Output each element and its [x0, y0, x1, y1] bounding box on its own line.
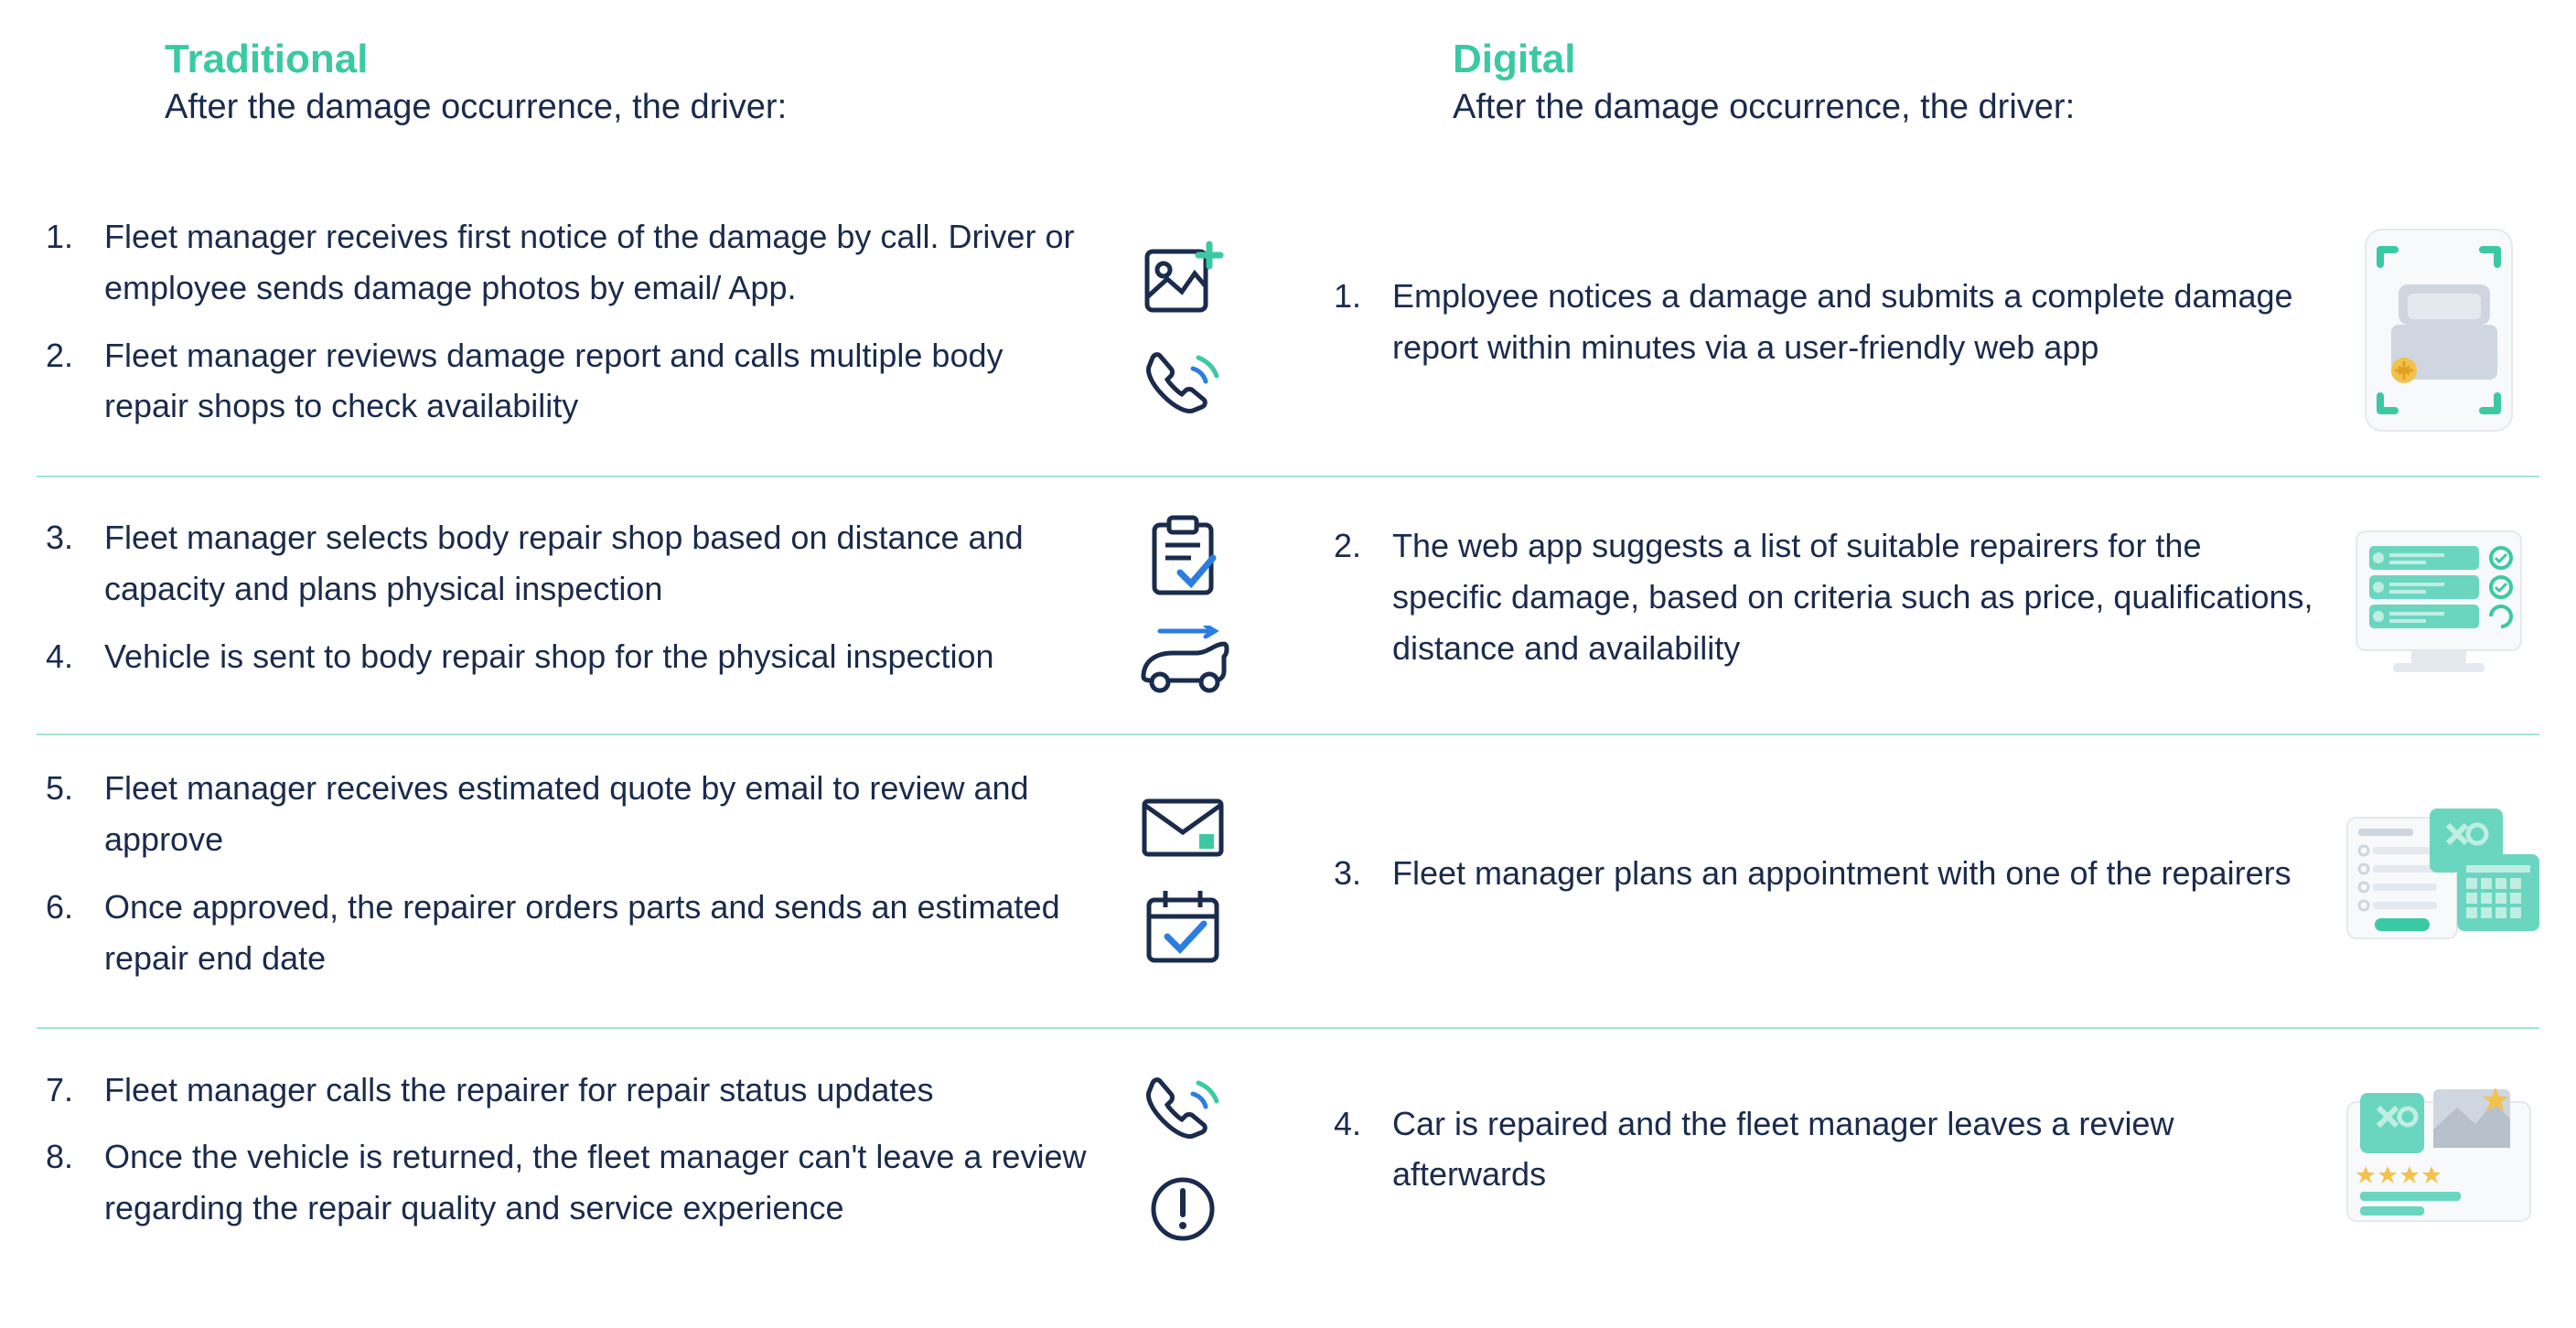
- clipboard-check-icon: [1143, 512, 1222, 600]
- left-column-header: Traditional After the damage occurrence,…: [37, 37, 1251, 127]
- step-text: Fleet manager receives first notice of t…: [104, 211, 1096, 314]
- step-list: 7.Fleet manager calls the repairer for r…: [46, 1065, 1114, 1250]
- step-number: 4.: [1334, 1098, 1392, 1201]
- step-text: Once the vehicle is returned, the fleet …: [104, 1131, 1096, 1234]
- step-number: 1.: [46, 211, 104, 314]
- step-number: 4.: [46, 631, 104, 682]
- traditional-cell: 5.Fleet manager receives estimated quote…: [37, 735, 1251, 1027]
- comparison-row: 5.Fleet manager receives estimated quote…: [37, 734, 2539, 1027]
- comparison-row: 3.Fleet manager selects body repair shop…: [37, 476, 2539, 734]
- alert-circle-icon: [1146, 1173, 1219, 1246]
- list-item: 6.Once approved, the repairer orders par…: [46, 882, 1096, 984]
- list-item: 2.The web app suggests a list of suitabl…: [1334, 520, 2320, 673]
- appointment-cards-illustration: [2338, 781, 2539, 982]
- step-list: 1.Fleet manager receives first notice of…: [46, 211, 1114, 448]
- digital-cell: 1.Employee notices a damage and submits …: [1325, 184, 2539, 476]
- list-item: 1.Employee notices a damage and submits …: [1334, 271, 2320, 373]
- phone-signal-icon: [1142, 1068, 1224, 1147]
- list-item: 8.Once the vehicle is returned, the flee…: [46, 1131, 1096, 1234]
- step-list: 3.Fleet manager plans an appointment wit…: [1334, 848, 2338, 916]
- list-item: 2.Fleet manager reviews damage report an…: [46, 330, 1096, 433]
- comparison-row: 7.Fleet manager calls the repairer for r…: [37, 1027, 2539, 1285]
- right-title: Digital: [1453, 37, 2539, 82]
- left-subtitle: After the damage occurrence, the driver:: [165, 88, 1251, 127]
- step-text: Car is repaired and the fleet manager le…: [1392, 1098, 2320, 1201]
- right-column-header: Digital After the damage occurrence, the…: [1325, 37, 2539, 127]
- traditional-cell: 1.Fleet manager receives first notice of…: [37, 184, 1251, 476]
- digital-cell: 3.Fleet manager plans an appointment wit…: [1325, 735, 2539, 1027]
- traditional-cell: 3.Fleet manager selects body repair shop…: [37, 477, 1251, 734]
- step-text: Fleet manager selects body repair shop b…: [104, 512, 1096, 615]
- step-text: Once approved, the repairer orders parts…: [104, 882, 1096, 984]
- phone-signal-icon: [1142, 343, 1224, 422]
- digital-cell: 4.Car is repaired and the fleet manager …: [1325, 1029, 2539, 1285]
- step-number: 2.: [46, 330, 104, 433]
- icon-group: [1114, 512, 1251, 699]
- phone-car-scan-illustration: [2338, 230, 2539, 431]
- step-number: 7.: [46, 1065, 104, 1116]
- review-card-illustration: [2338, 1056, 2539, 1258]
- list-item: 4.Vehicle is sent to body repair shop fo…: [46, 631, 1096, 682]
- step-text: Employee notices a damage and submits a …: [1392, 271, 2320, 373]
- right-subtitle: After the damage occurrence, the driver:: [1453, 88, 2539, 127]
- step-text: Fleet manager calls the repairer for rep…: [104, 1065, 1096, 1116]
- monitor-list-illustration: [2338, 505, 2539, 706]
- list-item: 3.Fleet manager selects body repair shop…: [46, 512, 1096, 615]
- icon-group: [1114, 796, 1251, 968]
- list-item: 4.Car is repaired and the fleet manager …: [1334, 1098, 2320, 1201]
- icon-group: [1114, 1068, 1251, 1246]
- envelope-icon: [1139, 796, 1227, 860]
- step-text: Fleet manager reviews damage report and …: [104, 330, 1096, 433]
- step-text: Fleet manager receives estimated quote b…: [104, 763, 1096, 865]
- list-item: 3.Fleet manager plans an appointment wit…: [1334, 848, 2320, 899]
- step-list: 3.Fleet manager selects body repair shop…: [46, 512, 1114, 698]
- step-list: 1.Employee notices a damage and submits …: [1334, 271, 2338, 390]
- list-item: 1.Fleet manager receives first notice of…: [46, 211, 1096, 314]
- step-number: 8.: [46, 1131, 104, 1234]
- step-number: 5.: [46, 763, 104, 865]
- comparison-grid: Traditional After the damage occurrence,…: [37, 37, 2539, 1285]
- list-item: 7.Fleet manager calls the repairer for r…: [46, 1065, 1096, 1116]
- step-text: Fleet manager plans an appointment with …: [1392, 848, 2320, 899]
- step-number: 3.: [1334, 848, 1392, 899]
- step-list: 2.The web app suggests a list of suitabl…: [1334, 520, 2338, 690]
- traditional-cell: 7.Fleet manager calls the repairer for r…: [37, 1029, 1251, 1285]
- digital-cell: 2.The web app suggests a list of suitabl…: [1325, 477, 2539, 734]
- photo-plus-icon: [1142, 239, 1224, 317]
- step-text: Vehicle is sent to body repair shop for …: [104, 631, 1096, 682]
- list-item: 5.Fleet manager receives estimated quote…: [46, 763, 1096, 865]
- step-number: 3.: [46, 512, 104, 615]
- car-arrow-icon: [1132, 626, 1233, 699]
- step-number: 1.: [1334, 271, 1392, 373]
- calendar-check-icon: [1142, 885, 1224, 968]
- step-list: 4.Car is repaired and the fleet manager …: [1334, 1098, 2338, 1217]
- step-text: The web app suggests a list of suitable …: [1392, 520, 2320, 673]
- step-list: 5.Fleet manager receives estimated quote…: [46, 763, 1114, 1000]
- comparison-row: 1.Fleet manager receives first notice of…: [37, 182, 2539, 476]
- step-number: 6.: [46, 882, 104, 984]
- step-number: 2.: [1334, 520, 1392, 673]
- icon-group: [1114, 239, 1251, 422]
- left-title: Traditional: [165, 37, 1251, 82]
